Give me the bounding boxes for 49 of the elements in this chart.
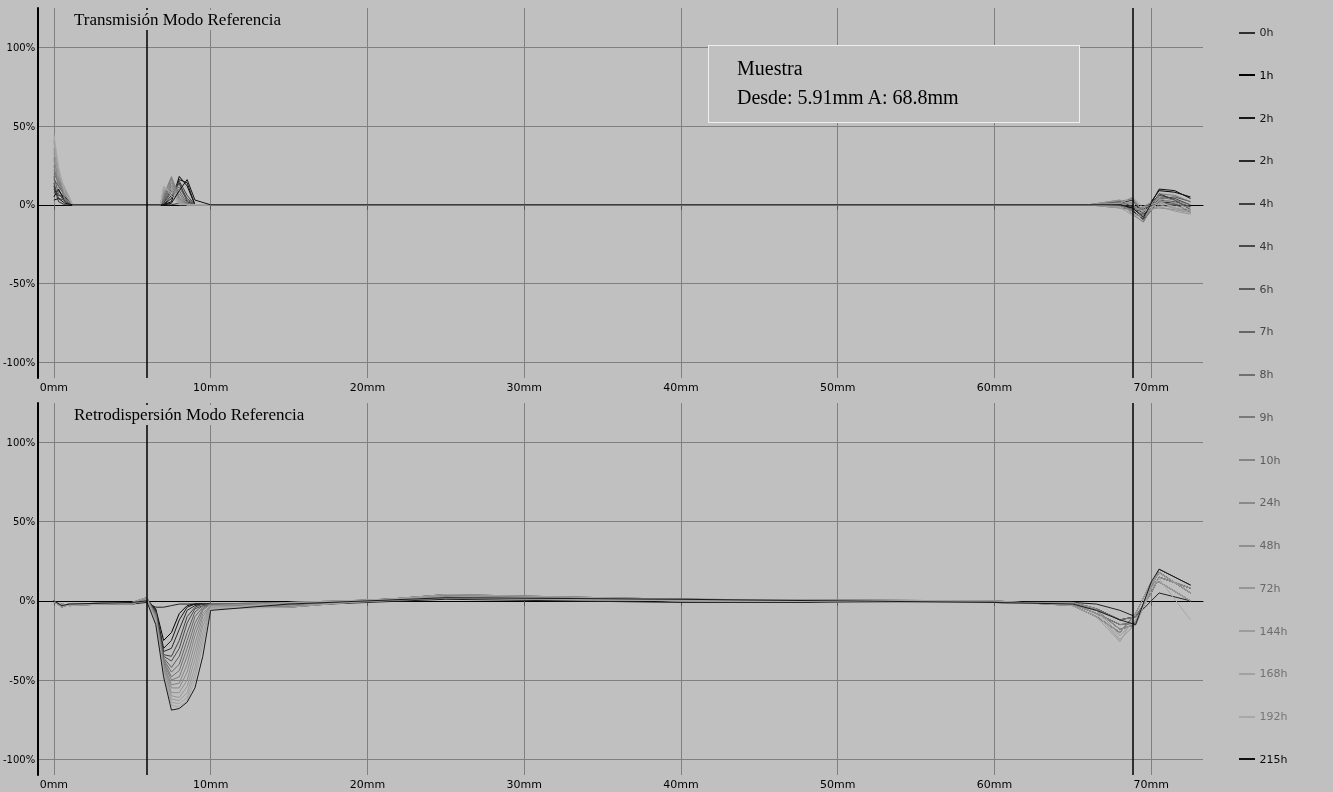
legend-label: 10h bbox=[1259, 453, 1282, 467]
legend-label: 144h bbox=[1259, 624, 1289, 638]
legend-label: 6h bbox=[1259, 282, 1275, 296]
x-tick-label: 70mm bbox=[1133, 381, 1169, 394]
x-tick-label: 0mm bbox=[39, 778, 69, 791]
legend-label: 4h bbox=[1259, 239, 1275, 253]
y-tick-label: 0% bbox=[19, 199, 36, 211]
y-tick-label: 100% bbox=[6, 437, 36, 449]
x-tick-label: 60mm bbox=[976, 381, 1013, 394]
legend-label: 9h bbox=[1259, 410, 1275, 424]
annotation: Muestra bbox=[737, 56, 804, 81]
legend-label: 168h bbox=[1259, 667, 1289, 681]
x-tick-label: 30mm bbox=[506, 381, 542, 394]
x-tick-label: 40mm bbox=[663, 381, 699, 394]
y-tick-label: 0% bbox=[19, 595, 36, 607]
legend-label: 8h bbox=[1259, 368, 1275, 381]
x-tick-label: 20mm bbox=[349, 381, 386, 394]
legend-label: 1h bbox=[1259, 68, 1275, 82]
y-tick-label: -50% bbox=[9, 674, 36, 686]
annotation: Desde: 5.91mm A: 68.8mm bbox=[737, 85, 960, 110]
x-tick-label: 40mm bbox=[663, 778, 699, 791]
legend-label: 48h bbox=[1259, 539, 1282, 552]
legend-label: 192h bbox=[1259, 710, 1289, 723]
note-box: Muestra Desde: 5.91mm A: 68.8mm bbox=[708, 45, 1080, 123]
y-tick-label: -50% bbox=[9, 278, 36, 290]
y-tick-label: 50% bbox=[12, 120, 36, 132]
legend-label: 215h bbox=[1259, 752, 1289, 766]
x-tick-label: 20mm bbox=[349, 778, 386, 791]
x-tick-label: 30mm bbox=[506, 778, 542, 791]
y-tick-label: 50% bbox=[12, 516, 36, 528]
legend-label: 4h bbox=[1259, 197, 1275, 210]
x-tick-label: 50mm bbox=[820, 778, 856, 791]
y-tick-label: -100% bbox=[2, 753, 36, 765]
chart-title: Retrodispersión Modo Referencia bbox=[72, 405, 307, 425]
legend-label: 24h bbox=[1259, 496, 1282, 510]
x-tick-label: 50mm bbox=[820, 381, 856, 394]
x-tick-label: 60mm bbox=[976, 778, 1013, 791]
chart-title: Transmisión Modo Referencia bbox=[72, 10, 284, 30]
x-tick-label: 0mm bbox=[39, 381, 69, 394]
legend-label: 7h bbox=[1259, 325, 1275, 339]
legend-label: 2h bbox=[1259, 111, 1275, 125]
x-tick-label: 10mm bbox=[192, 778, 229, 791]
x-tick-label: 70mm bbox=[1133, 778, 1169, 791]
legend-label: 0h bbox=[1259, 26, 1275, 39]
legend-label: 2h bbox=[1259, 154, 1275, 168]
y-tick-label: 100% bbox=[6, 41, 36, 53]
y-tick-label: -100% bbox=[2, 356, 36, 368]
legend-label: 72h bbox=[1259, 581, 1282, 595]
x-tick-label: 10mm bbox=[192, 381, 229, 394]
